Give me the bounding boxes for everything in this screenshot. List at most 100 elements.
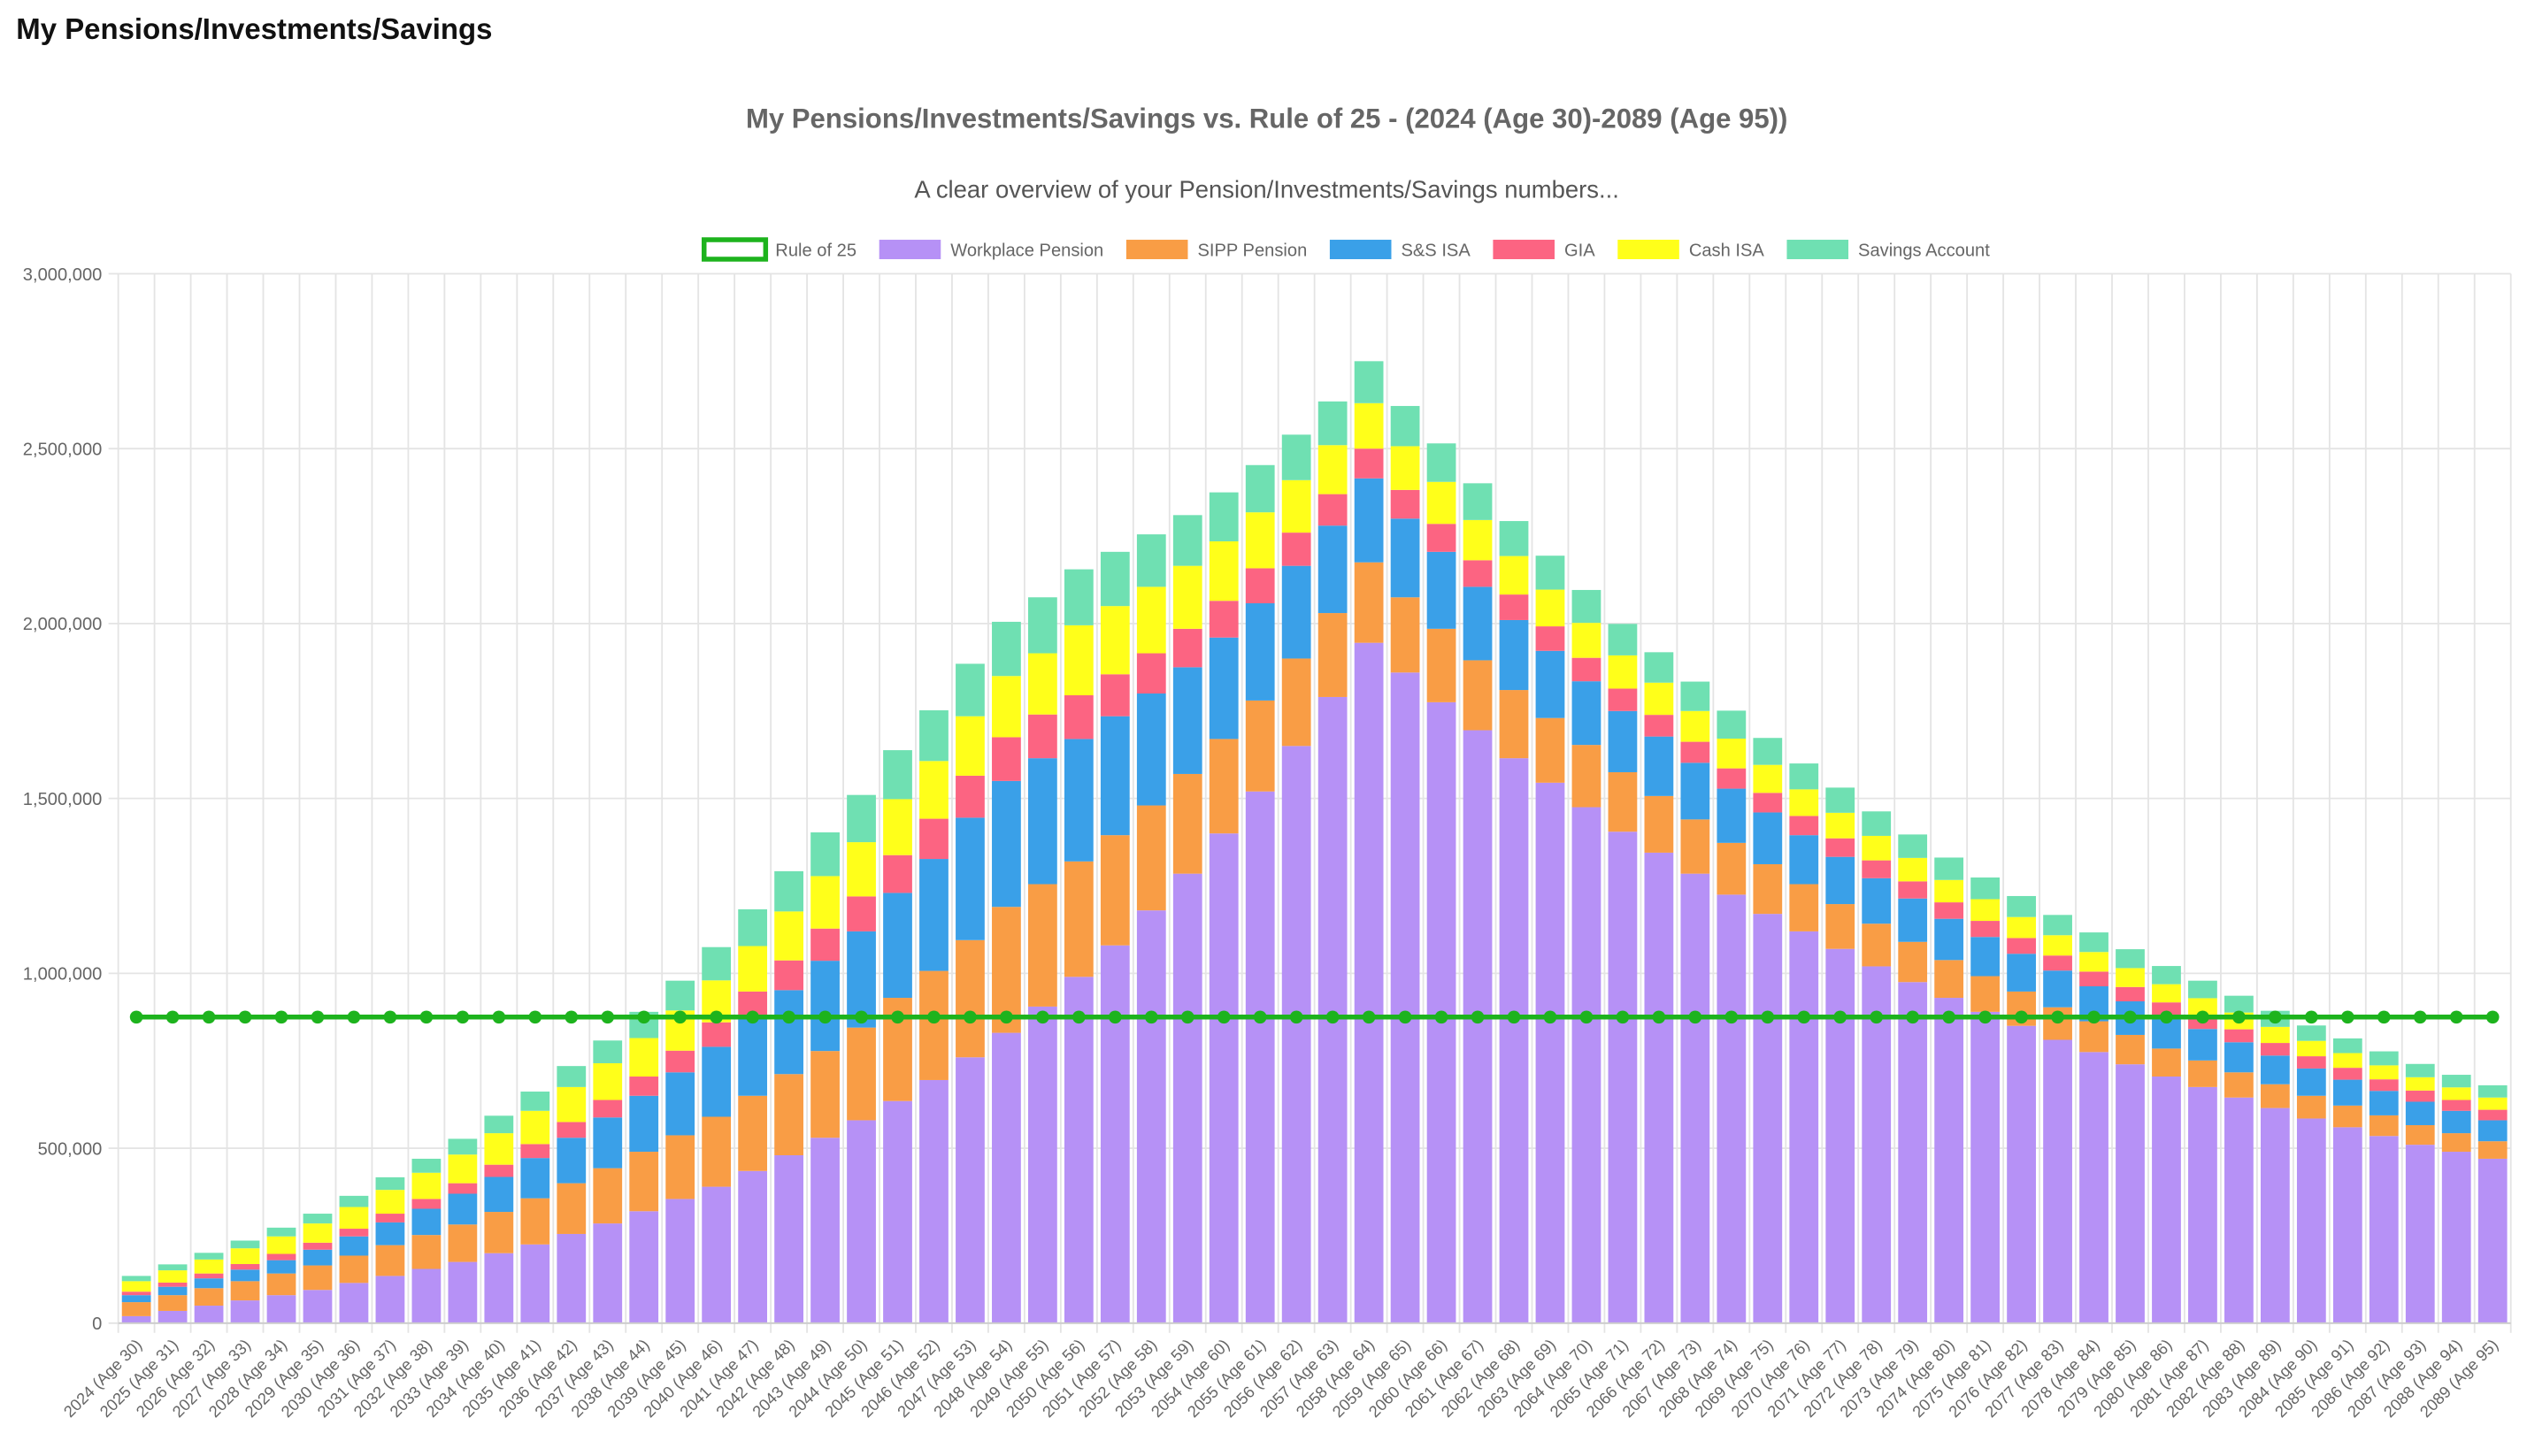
bar-segment xyxy=(266,1260,296,1274)
bar-segment xyxy=(2079,971,2108,986)
bar-segment xyxy=(194,1278,224,1289)
bar-segment xyxy=(520,1198,550,1245)
bar-segment xyxy=(1136,910,1166,1323)
bar-segment xyxy=(1789,763,1819,790)
line-point xyxy=(383,1010,397,1024)
bar-segment xyxy=(303,1290,333,1323)
bar-segment xyxy=(1499,594,1529,620)
line-point xyxy=(1144,1010,1158,1024)
bar-segment xyxy=(1172,628,1202,668)
bar-segment xyxy=(1644,682,1674,716)
bar-segment xyxy=(1390,518,1420,598)
bar-segment xyxy=(520,1144,550,1159)
bar-segment xyxy=(2405,1077,2435,1091)
bar-segment xyxy=(1535,589,1565,627)
legend-item[interactable]: Workplace Pension xyxy=(879,240,1104,260)
bar-segment xyxy=(194,1259,224,1274)
bar-segment xyxy=(1789,884,1819,931)
bar-segment xyxy=(520,1092,550,1111)
bar-segment xyxy=(1136,534,1166,587)
legend-item[interactable]: SIPP Pension xyxy=(1125,240,1307,260)
line-point xyxy=(2232,1010,2246,1024)
bar-segment xyxy=(1608,771,1638,832)
bar-segment xyxy=(375,1176,405,1191)
bar-segment xyxy=(810,928,840,962)
bar-segment xyxy=(2369,1091,2399,1115)
line-point xyxy=(2341,1010,2354,1024)
bar-segment xyxy=(956,817,985,940)
bar-segment xyxy=(1426,443,1456,482)
legend-swatch xyxy=(1493,240,1555,259)
bar-segment xyxy=(448,1154,478,1184)
bar-segment xyxy=(557,1183,587,1234)
bar-segment xyxy=(2224,1029,2254,1043)
bar-segment xyxy=(1717,894,1747,1323)
bar-segment xyxy=(484,1253,514,1323)
legend-item[interactable]: GIA xyxy=(1493,240,1595,260)
bar-segment xyxy=(339,1229,369,1237)
bar-segment xyxy=(774,911,803,961)
line-point xyxy=(1688,1010,1702,1024)
line-point xyxy=(1616,1010,1630,1024)
legend-item[interactable]: Cash ISA xyxy=(1617,240,1764,260)
bar-segment xyxy=(448,1138,478,1155)
line-point xyxy=(1906,1010,1920,1024)
bar-segment xyxy=(2188,1086,2217,1323)
bar-segment xyxy=(2477,1158,2508,1323)
bar-segment xyxy=(1317,525,1348,614)
bar-segment xyxy=(1535,782,1565,1323)
line-point xyxy=(1325,1010,1340,1024)
bar-segment xyxy=(2441,1075,2471,1088)
line-point xyxy=(565,1010,579,1024)
bar-segment xyxy=(2116,1034,2145,1065)
y-tick-label: 2,500,000 xyxy=(23,441,103,460)
legend-swatch xyxy=(702,237,769,262)
legend-item[interactable]: Rule of 25 xyxy=(702,237,856,262)
bar-segment xyxy=(1317,401,1348,446)
bar-segment xyxy=(1354,478,1384,563)
bar-segment xyxy=(1209,739,1239,834)
chart-subtitle: A clear overview of your Pension/Investm… xyxy=(914,175,1619,203)
bar-segment xyxy=(1789,835,1819,885)
bar-segment xyxy=(593,1168,623,1224)
line-point xyxy=(2124,1010,2137,1024)
bar-segment xyxy=(1970,877,2001,900)
bar-segment xyxy=(1571,681,1601,746)
bar-segment xyxy=(2332,1127,2362,1323)
bar-segment xyxy=(1245,602,1275,701)
bar-segment xyxy=(121,1302,151,1316)
bar-segment xyxy=(956,663,985,717)
bar-segment xyxy=(1862,923,1892,967)
bar-segment xyxy=(520,1244,550,1323)
bar-segment xyxy=(1463,730,1493,1323)
y-tick-label: 0 xyxy=(92,1314,102,1334)
line-point xyxy=(1870,1010,1884,1024)
bar-segment xyxy=(375,1276,405,1323)
bar-segment xyxy=(339,1283,369,1323)
bar-segment xyxy=(738,1095,768,1171)
bar-segment xyxy=(2152,966,2181,985)
bar-segment xyxy=(738,1170,768,1323)
bar-segment xyxy=(883,854,912,893)
bar-segment xyxy=(121,1295,151,1303)
bar-segment xyxy=(810,876,840,929)
bar-segment xyxy=(2405,1090,2435,1102)
bar-segment xyxy=(1644,652,1674,683)
bar-segment xyxy=(1970,976,2001,1012)
bar-segment xyxy=(1499,556,1529,595)
bar-segment xyxy=(2007,1025,2036,1323)
legend-item[interactable]: Savings Account xyxy=(1786,240,1990,260)
line-point xyxy=(2015,1010,2028,1024)
bar-segment xyxy=(810,1051,840,1138)
legend-item[interactable]: S&S ISA xyxy=(1329,240,1471,260)
bar-segment xyxy=(484,1212,514,1253)
bar-segment xyxy=(1028,884,1057,1007)
bar-segment xyxy=(2043,970,2072,1008)
bar-segment xyxy=(1463,560,1493,587)
bar-segment xyxy=(1825,948,1855,1323)
bar-segment xyxy=(339,1236,369,1256)
bar-segment xyxy=(1934,918,1964,961)
line-point xyxy=(1253,1010,1267,1024)
y-tick-label: 3,000,000 xyxy=(23,265,103,285)
bar-segment xyxy=(194,1288,224,1307)
